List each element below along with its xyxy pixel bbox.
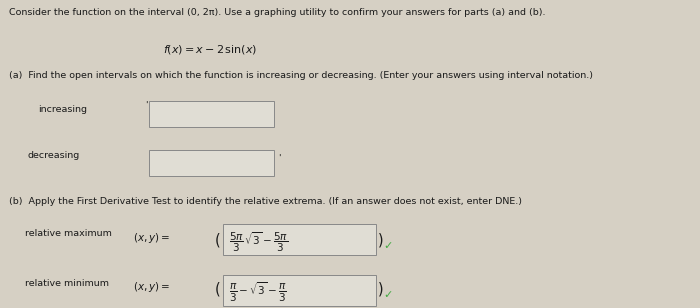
- Text: (b)  Apply the First Derivative Test to identify the relative extrema. (If an an: (b) Apply the First Derivative Test to i…: [9, 197, 522, 206]
- Text: $f(x) = x - 2\,\sin(x)$: $f(x) = x - 2\,\sin(x)$: [163, 43, 257, 56]
- Text: $($: $($: [214, 231, 220, 249]
- Text: $)$: $)$: [377, 280, 383, 298]
- Text: $\dfrac{5\pi}{3}\,\sqrt{3} - \dfrac{5\pi}{3}$: $\dfrac{5\pi}{3}\,\sqrt{3} - \dfrac{5\pi…: [229, 230, 288, 254]
- FancyBboxPatch shape: [149, 150, 274, 176]
- Text: ✓: ✓: [384, 290, 393, 300]
- Text: $(x, y) =$: $(x, y) =$: [133, 280, 170, 294]
- Text: $(x, y) =$: $(x, y) =$: [133, 231, 170, 245]
- Text: Consider the function on the interval (0, 2π). Use a graphing utility to confirm: Consider the function on the interval (0…: [9, 8, 545, 17]
- Text: relative minimum: relative minimum: [25, 279, 108, 288]
- Text: decreasing: decreasing: [28, 151, 80, 160]
- FancyBboxPatch shape: [149, 101, 274, 127]
- Text: $\dfrac{\pi}{3} - \sqrt{3} - \dfrac{\pi}{3}$: $\dfrac{\pi}{3} - \sqrt{3} - \dfrac{\pi}…: [229, 281, 286, 304]
- Text: $)$: $)$: [377, 231, 383, 249]
- FancyBboxPatch shape: [223, 275, 376, 306]
- Text: ': ': [279, 154, 281, 163]
- Text: (a)  Find the open intervals on which the function is increasing or decreasing. : (a) Find the open intervals on which the…: [9, 71, 593, 80]
- Text: ✓: ✓: [384, 241, 393, 251]
- Text: increasing: increasing: [38, 105, 88, 114]
- Text: relative maximum: relative maximum: [25, 229, 111, 238]
- Text: $($: $($: [214, 280, 220, 298]
- Text: ': ': [146, 101, 148, 110]
- FancyBboxPatch shape: [223, 224, 376, 255]
